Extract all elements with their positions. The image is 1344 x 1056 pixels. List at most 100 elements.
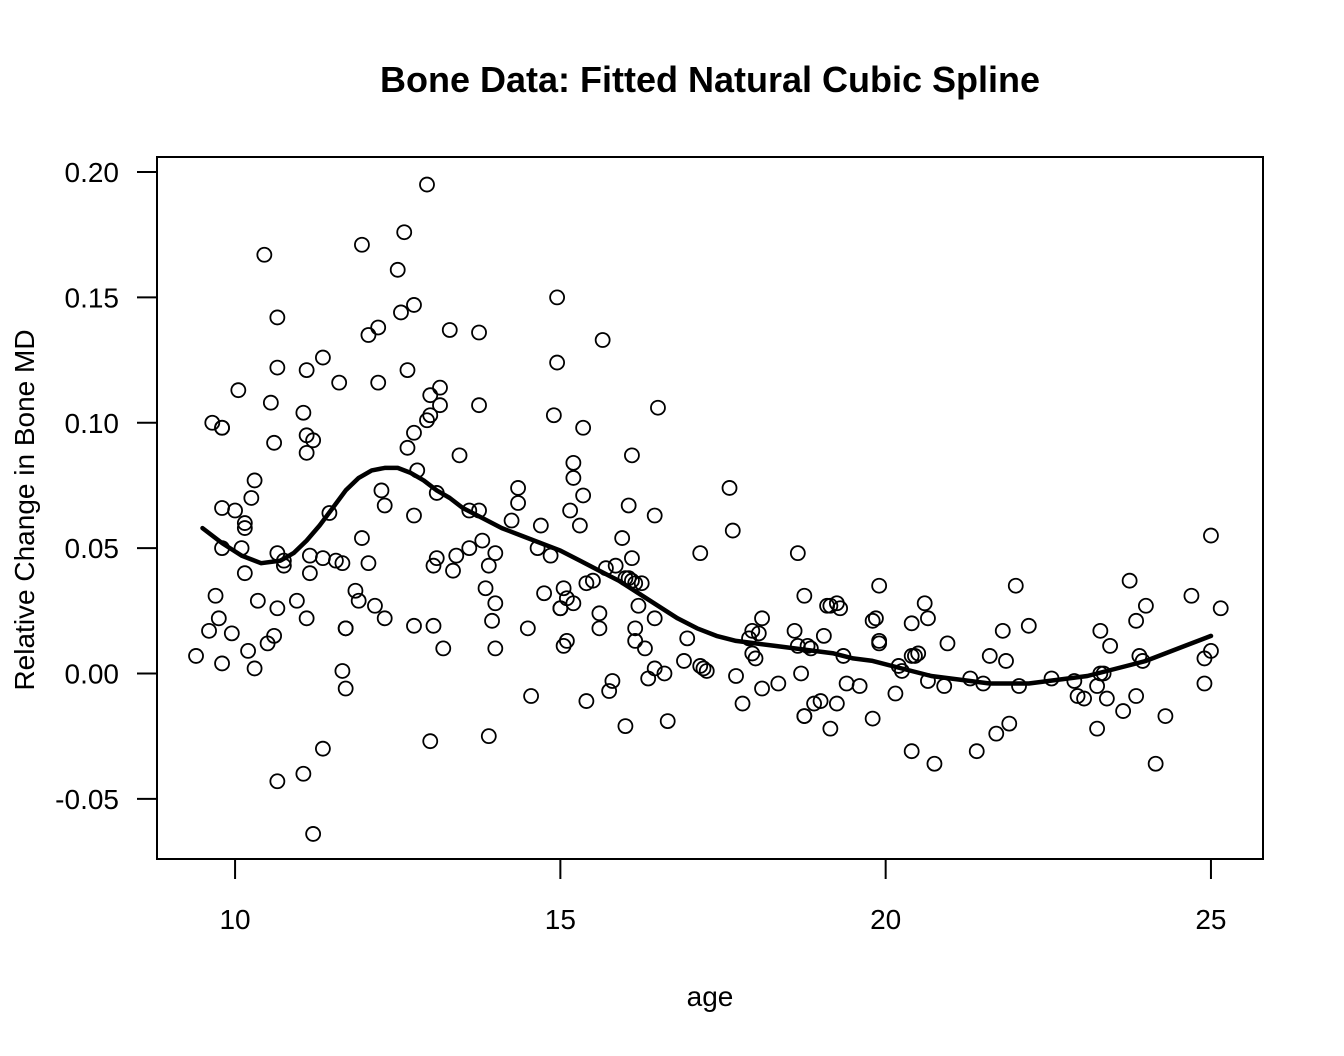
data-point	[812, 693, 829, 709]
data-point	[314, 349, 331, 366]
data-point	[503, 512, 520, 529]
data-point	[747, 650, 764, 667]
data-point	[510, 495, 526, 511]
data-point	[350, 592, 367, 609]
data-point	[461, 502, 478, 519]
data-point	[240, 643, 256, 659]
data-point	[786, 622, 803, 639]
data-point	[871, 577, 888, 594]
data-point	[367, 597, 383, 614]
data-point	[396, 224, 413, 241]
data-point	[354, 530, 370, 546]
data-point	[1128, 688, 1145, 704]
data-point	[868, 610, 884, 627]
data-point	[640, 670, 657, 687]
data-point	[806, 695, 822, 712]
data-point	[1115, 703, 1132, 719]
data-point	[1203, 643, 1219, 659]
data-point	[480, 728, 497, 745]
data-point	[314, 550, 331, 567]
data-point	[721, 480, 738, 496]
data-point	[692, 545, 709, 562]
data-point	[425, 557, 442, 574]
data-point	[337, 680, 354, 697]
data-point	[532, 517, 549, 534]
y-axis-label: Relative Change in Bone MD	[9, 329, 40, 690]
data-point	[337, 620, 354, 637]
data-point	[207, 587, 224, 604]
data-point	[604, 673, 621, 689]
data-point	[314, 740, 331, 757]
data-point	[565, 595, 582, 612]
y-tick-label: 0.15	[65, 282, 120, 313]
data-point	[1020, 617, 1037, 634]
data-point	[422, 407, 439, 424]
data-point	[578, 693, 595, 709]
data-point	[406, 424, 422, 441]
chart-title: Bone Data: Fitted Natural Cubic Spline	[380, 59, 1040, 100]
data-point	[565, 470, 582, 486]
data-point	[441, 322, 458, 338]
data-point	[406, 297, 422, 313]
data-point	[695, 660, 712, 677]
data-point	[555, 637, 572, 654]
data-point	[936, 678, 953, 694]
data-point	[487, 595, 504, 612]
data-point	[1076, 690, 1092, 707]
data-point	[998, 653, 1014, 669]
data-point	[399, 362, 416, 379]
y-tick-label: 0.20	[65, 157, 120, 188]
data-point	[926, 755, 943, 772]
data-point	[480, 557, 497, 574]
data-point	[360, 555, 377, 572]
data-point	[614, 530, 631, 546]
data-point	[227, 502, 243, 519]
data-point	[269, 309, 286, 326]
data-point	[474, 532, 491, 549]
data-point	[484, 612, 500, 629]
data-point	[994, 622, 1011, 639]
data-point	[298, 362, 315, 379]
data-point	[249, 592, 266, 609]
data-point	[435, 640, 452, 657]
data-point	[1098, 690, 1115, 707]
data-point	[201, 622, 217, 639]
data-point	[1066, 673, 1083, 689]
data-point	[575, 419, 592, 436]
data-point	[575, 487, 592, 504]
data-point	[828, 695, 845, 712]
data-point	[591, 605, 608, 622]
data-point	[627, 620, 644, 637]
data-point	[425, 617, 442, 634]
data-point	[445, 562, 461, 579]
data-point	[262, 394, 279, 411]
data-point	[815, 627, 832, 644]
data-point	[646, 507, 663, 524]
y-tick-label: 0.00	[65, 658, 120, 689]
data-point	[295, 765, 312, 782]
data-point	[822, 597, 839, 614]
data-point	[584, 572, 601, 589]
data-point	[744, 645, 761, 662]
data-point	[360, 327, 377, 343]
data-point	[799, 637, 816, 654]
data-point	[432, 379, 448, 396]
data-point	[347, 582, 364, 599]
data-point	[676, 653, 692, 669]
data-point	[471, 397, 487, 414]
data-point	[939, 635, 956, 652]
data-point	[399, 439, 416, 456]
data-point	[210, 610, 227, 627]
data-point	[754, 610, 770, 627]
data-point	[236, 565, 253, 582]
data-point	[624, 447, 640, 464]
data-point	[236, 515, 253, 531]
data-point	[793, 665, 809, 682]
data-point	[471, 324, 487, 341]
data-point	[451, 447, 468, 464]
x-tick-label: 15	[545, 904, 576, 935]
data-point	[523, 688, 539, 704]
data-point	[477, 580, 494, 597]
data-point	[487, 640, 504, 657]
